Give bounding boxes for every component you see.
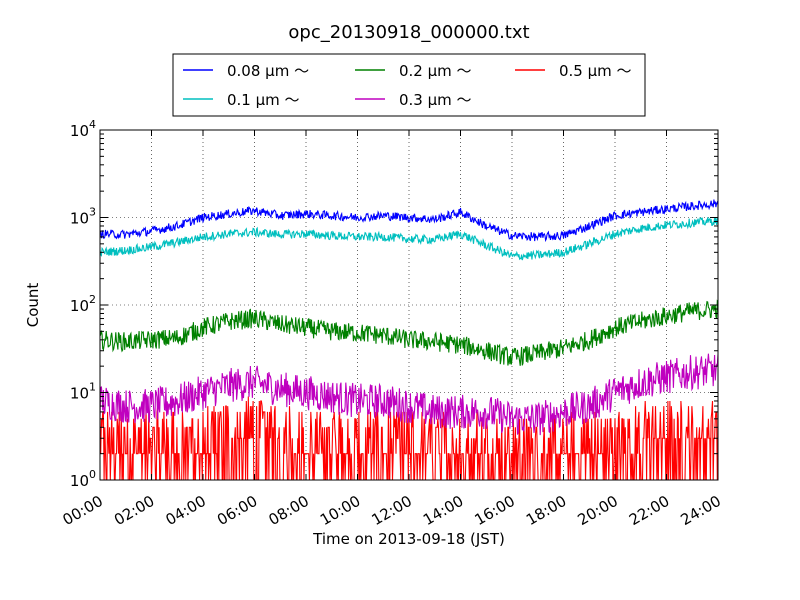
- series-group: [100, 199, 718, 480]
- series-line-1: [100, 216, 718, 261]
- legend-label: 0.5 μm ～: [559, 62, 632, 80]
- ticks: [99, 129, 719, 481]
- grid: [100, 130, 718, 480]
- y-tick-label: 101: [70, 381, 96, 403]
- legend-frame: [172, 53, 646, 117]
- legend-label: 0.1 μm ～: [227, 91, 300, 109]
- legend: 0.08 μm ～ 0.1 μm ～ 0.2 μm ～ 0.3 μm ～ 0.5 μm …: [172, 53, 646, 117]
- y-tick-label: 102: [70, 293, 96, 315]
- y-tick-label: 100: [70, 468, 96, 490]
- legend-label: 0.08 μm ～: [227, 62, 309, 80]
- y-tick-label: 103: [70, 206, 96, 228]
- y-tick-label: 104: [70, 118, 96, 140]
- series-line-0: [100, 199, 718, 243]
- series-line-3: [100, 353, 718, 436]
- x-axis-label: Time on 2013-09-18 (JST): [312, 530, 505, 548]
- series-line-2: [100, 299, 718, 366]
- chart-title: opc_20130918_000000.txt: [288, 22, 529, 43]
- y-axis-label: Count: [24, 283, 42, 328]
- legend-label: 0.3 μm ～: [399, 91, 472, 109]
- legend-label: 0.2 μm ～: [399, 62, 472, 80]
- y-tick-labels: 100 101 102 103 104: [70, 118, 96, 490]
